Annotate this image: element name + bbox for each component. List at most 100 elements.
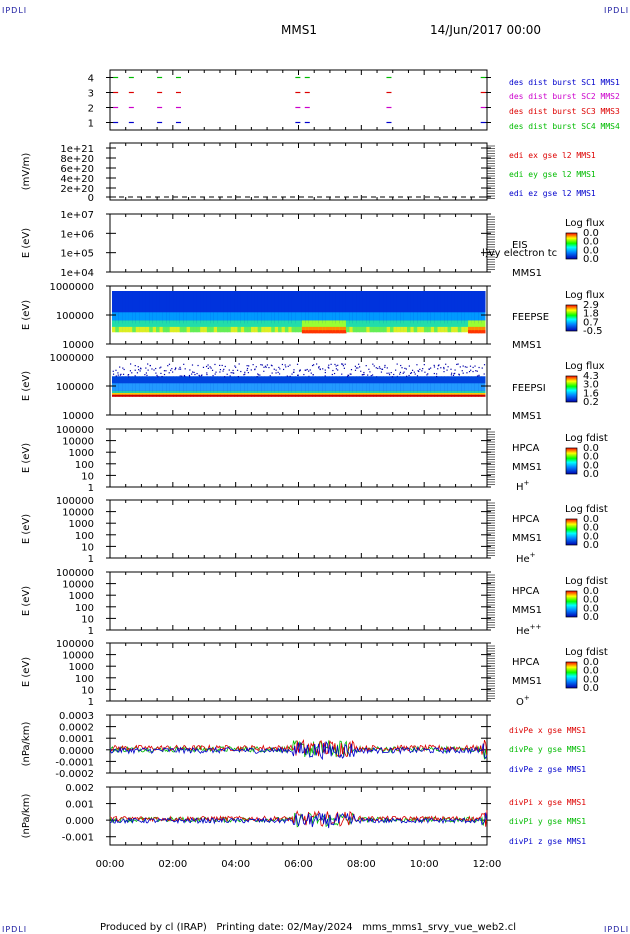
spectrogram-speck xyxy=(219,371,221,373)
spectrogram-cell xyxy=(329,326,333,333)
spectrogram-cell xyxy=(234,291,238,324)
spectrogram-speck xyxy=(232,369,234,372)
spectrogram-cell xyxy=(149,394,154,397)
spectrogram-cell xyxy=(281,320,286,332)
spectrogram-cell xyxy=(254,394,259,397)
spectrogram-cell xyxy=(179,312,184,321)
spectrogram-cell xyxy=(410,326,415,333)
y-tick-label: 0.0001 xyxy=(59,734,94,745)
spectrogram-cell xyxy=(322,393,327,395)
spectrogram-cell xyxy=(376,326,381,333)
spectrogram-cell xyxy=(362,291,367,324)
spectrogram-cell xyxy=(271,291,276,324)
spectrogram-cell xyxy=(481,320,486,332)
spectrogram-cell xyxy=(271,393,276,395)
spectrogram-cell xyxy=(203,393,208,395)
spectrogram-cell xyxy=(122,393,127,395)
spectrogram-cell xyxy=(220,320,225,332)
spectrogram-cell xyxy=(291,291,296,324)
eis-panel: E (eV) 1e+07 1e+06 1e+05 1e+04 EIS MMS1 l)vy el… xyxy=(21,210,605,279)
spectrogram-cell xyxy=(281,390,286,394)
spectrogram-cell xyxy=(356,320,361,332)
spectrogram-cell xyxy=(349,320,354,332)
spectrogram-cell xyxy=(166,320,171,332)
y-tick-label: 2 xyxy=(88,104,94,115)
spectrogram-cell xyxy=(447,291,452,324)
spectrogram-cell xyxy=(339,320,344,332)
y-axis-label: E (eV) xyxy=(21,657,32,687)
figure-footer: Produced by cl (IRAP) Printing date: 02/… xyxy=(100,922,516,933)
spectrogram-cell xyxy=(196,390,201,394)
spectrogram-cell xyxy=(478,326,483,333)
spectrogram-cell xyxy=(451,326,455,333)
spectrogram-speck xyxy=(285,366,287,368)
spectrogram-cell xyxy=(176,312,181,321)
spectrogram-speck xyxy=(375,367,377,369)
spectrogram-cell xyxy=(359,291,364,324)
spectrogram-cell xyxy=(145,383,150,391)
spectrogram-cell xyxy=(308,393,313,395)
spectrogram-cell xyxy=(189,393,194,395)
spectrogram-speck xyxy=(440,367,442,369)
spectrogram-cell xyxy=(264,320,269,332)
spectrogram-speck xyxy=(483,364,486,366)
spectrogram-cell xyxy=(383,390,388,394)
spectrogram-speck xyxy=(438,364,440,366)
spectrogram-cell xyxy=(403,320,408,332)
spectrogram-speck xyxy=(458,374,461,376)
spectrogram-cell xyxy=(261,394,266,397)
spectrogram-speck xyxy=(443,368,445,370)
spectrogram-speck xyxy=(289,364,291,366)
spectrogram-cell xyxy=(332,393,337,395)
spectrogram-cell xyxy=(193,394,198,397)
spectrogram-cell xyxy=(457,320,462,332)
spectrogram-cell xyxy=(223,383,228,391)
spectrogram-cell xyxy=(454,326,459,333)
spectrogram-speck xyxy=(234,365,236,367)
spectrogram-cell xyxy=(189,291,194,324)
spectrogram-cell xyxy=(379,394,384,397)
x-tick-label: 00:00 xyxy=(96,859,125,870)
spectrogram-cell xyxy=(478,390,483,394)
spectrogram-cell xyxy=(379,312,384,321)
spectrogram-cell xyxy=(437,394,442,397)
spectrogram-cell xyxy=(342,394,347,397)
spectrogram-speck xyxy=(305,369,307,371)
spectrogram-cell xyxy=(128,320,133,332)
spectrogram-cell xyxy=(128,312,133,321)
spectrogram-cell xyxy=(206,320,211,332)
spectrogram-speck xyxy=(450,374,452,376)
spectrogram-speck xyxy=(430,367,432,369)
spectrogram-cell xyxy=(193,390,198,394)
spectrogram-cell xyxy=(349,393,354,395)
y-tick-label: 10 xyxy=(81,471,94,482)
spectrogram-cell xyxy=(149,320,154,332)
spectrogram-cell xyxy=(278,291,283,324)
spectrogram-cell xyxy=(145,394,150,397)
spectrogram-cell xyxy=(193,291,198,324)
spectrogram-cell xyxy=(420,326,425,333)
spacecraft-label: MMS1 xyxy=(512,533,542,544)
spectrogram-speck xyxy=(408,365,410,367)
spectrogram-speck xyxy=(297,374,299,376)
spectrogram-cell xyxy=(427,390,432,394)
spectrogram-cell xyxy=(247,291,252,324)
spectrogram-cell xyxy=(234,390,238,394)
spectrogram-speck xyxy=(206,373,208,376)
spectrogram-cell xyxy=(135,390,140,394)
spectrogram-cell xyxy=(186,320,191,332)
spectrogram-speck xyxy=(386,367,388,369)
spectrogram-cell xyxy=(217,291,222,324)
spectrogram-cell xyxy=(196,291,201,324)
spectrogram-cell xyxy=(227,394,232,397)
colorbar-tick-label: 0.0 xyxy=(583,514,599,525)
spectrogram-cell xyxy=(298,390,303,394)
spectrogram-cell xyxy=(122,383,127,391)
spectrogram-cell xyxy=(369,326,374,333)
spectrogram-cell xyxy=(183,394,188,397)
spectrogram-cell xyxy=(118,312,123,321)
spectrogram-speck xyxy=(178,368,180,370)
spectrogram-speck xyxy=(408,374,410,377)
